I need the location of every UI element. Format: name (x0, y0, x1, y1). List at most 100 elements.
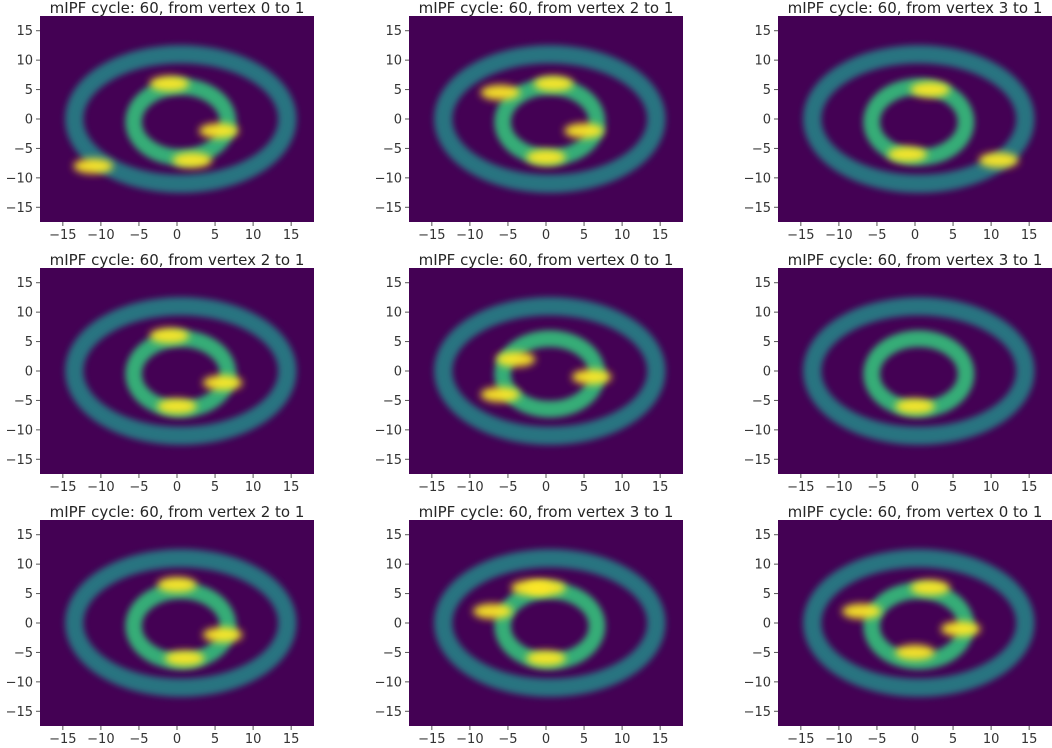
x-tick-label: −15 (418, 480, 445, 495)
y-tick-label: 0 (394, 365, 402, 380)
y-tick-label: −5 (383, 394, 402, 409)
y-tick-label: −10 (6, 423, 33, 438)
density-peak (149, 328, 190, 344)
subplot-title: mIPF cycle: 60, from vertex 2 to 1 (50, 503, 305, 521)
x-tick-label: 5 (211, 732, 219, 747)
density-peak (480, 84, 521, 101)
y-tick-label: 0 (763, 617, 771, 632)
subplot-title: mIPF cycle: 60, from vertex 0 to 1 (419, 251, 674, 269)
x-tick-label: −10 (87, 732, 114, 747)
x-tick-label: 15 (1021, 480, 1038, 495)
x-tick-label: 15 (283, 732, 300, 747)
subplot-6: mIPF cycle: 60, from vertex 3 to 1 −15 −10… (744, 251, 1052, 495)
x-tick-label: −15 (418, 228, 445, 243)
x-tick-label: 0 (542, 228, 550, 243)
density-peak (73, 158, 114, 174)
y-tick-label: −15 (6, 201, 33, 216)
x-tick-label: 5 (580, 228, 588, 243)
y-tick-label: 15 (16, 528, 33, 543)
y-tick-label: 10 (16, 558, 33, 573)
subplot-title: mIPF cycle: 60, from vertex 3 to 1 (788, 251, 1043, 269)
y-tick-label: −15 (375, 705, 402, 720)
y-tick-label: 0 (763, 365, 771, 380)
y-tick-label: 10 (754, 558, 771, 573)
y-tick-label: −5 (383, 142, 402, 157)
density-peak (564, 123, 604, 139)
x-tick-label: −15 (49, 228, 76, 243)
density-peak (841, 603, 882, 619)
subplot-title: mIPF cycle: 60, from vertex 0 to 1 (788, 503, 1043, 521)
density-peak (533, 76, 574, 92)
subplot-7: mIPF cycle: 60, from vertex 2 to 1 −15 −10… (6, 503, 314, 747)
density-ring-2 (434, 297, 666, 445)
y-tick-label: 10 (754, 306, 771, 321)
y-tick-label: 0 (394, 617, 402, 632)
x-tick-label: 10 (245, 732, 262, 747)
y-tick-label: 10 (16, 54, 33, 69)
y-tick-label: 5 (394, 587, 402, 602)
y-tick-label: −15 (744, 453, 771, 468)
x-tick-label: −10 (456, 732, 483, 747)
y-tick-label: −15 (744, 201, 771, 216)
y-tick-label: −15 (6, 705, 33, 720)
y-tick-label: −5 (14, 142, 33, 157)
x-tick-label: −10 (456, 228, 483, 243)
x-tick-label: 15 (283, 480, 300, 495)
y-tick-label: 0 (394, 113, 402, 128)
y-tick-label: −5 (383, 646, 402, 661)
density-peak (480, 386, 521, 403)
x-tick-label: 0 (911, 480, 919, 495)
y-tick-label: 15 (754, 24, 771, 39)
subplot-5: mIPF cycle: 60, from vertex 0 to 1 −15 −10… (375, 251, 683, 495)
x-tick-label: 10 (245, 228, 262, 243)
x-tick-label: 10 (245, 480, 262, 495)
y-tick-label: 5 (763, 587, 771, 602)
y-tick-label: 15 (16, 276, 33, 291)
density-ring-2 (803, 297, 1035, 445)
x-tick-label: −15 (787, 732, 814, 747)
density-peak (510, 580, 551, 596)
x-tick-label: 0 (173, 732, 181, 747)
x-tick-label: −5 (129, 480, 148, 495)
x-tick-label: 5 (949, 228, 957, 243)
y-tick-label: 0 (25, 365, 33, 380)
y-tick-label: 15 (754, 276, 771, 291)
y-tick-label: 0 (25, 617, 33, 632)
density-peak (940, 621, 981, 637)
y-tick-label: −15 (6, 453, 33, 468)
x-tick-label: −15 (49, 480, 76, 495)
density-peak (157, 398, 197, 414)
subplot-title: mIPF cycle: 60, from vertex 2 to 1 (419, 0, 674, 17)
density-peak (910, 580, 951, 596)
y-tick-label: 15 (385, 528, 402, 543)
x-tick-label: −5 (129, 732, 148, 747)
x-tick-label: −5 (498, 732, 517, 747)
density-peak (526, 149, 566, 165)
y-tick-label: 5 (394, 335, 402, 350)
density-peak (895, 644, 935, 661)
y-tick-label: −10 (375, 171, 402, 186)
x-tick-label: −15 (787, 480, 814, 495)
x-tick-label: −15 (787, 228, 814, 243)
x-tick-label: 15 (1021, 228, 1038, 243)
y-tick-label: −5 (14, 646, 33, 661)
x-tick-label: 15 (1021, 732, 1038, 747)
subplot-8: mIPF cycle: 60, from vertex 3 to 1 −15 −10… (375, 503, 683, 747)
x-tick-label: 0 (542, 732, 550, 747)
y-tick-label: −10 (6, 675, 33, 690)
y-tick-label: 0 (25, 113, 33, 128)
x-tick-label: 0 (173, 480, 181, 495)
subplot-3: mIPF cycle: 60, from vertex 3 to 1 −15 −10… (744, 0, 1052, 243)
x-tick-label: −5 (867, 228, 886, 243)
x-tick-label: 5 (949, 732, 957, 747)
y-tick-label: −5 (14, 394, 33, 409)
density-ring-2 (434, 549, 666, 697)
density-peak (887, 146, 928, 162)
y-tick-label: 5 (25, 587, 33, 602)
y-tick-label: −10 (375, 423, 402, 438)
y-tick-label: 5 (763, 335, 771, 350)
x-tick-label: 15 (283, 228, 300, 243)
y-tick-label: −5 (752, 142, 771, 157)
subplot-4: mIPF cycle: 60, from vertex 2 to 1 −15 −10… (6, 251, 314, 495)
